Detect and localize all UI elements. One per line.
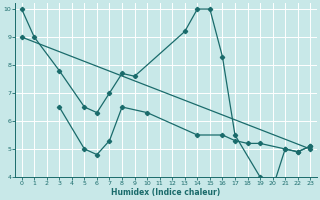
X-axis label: Humidex (Indice chaleur): Humidex (Indice chaleur) bbox=[111, 188, 220, 197]
